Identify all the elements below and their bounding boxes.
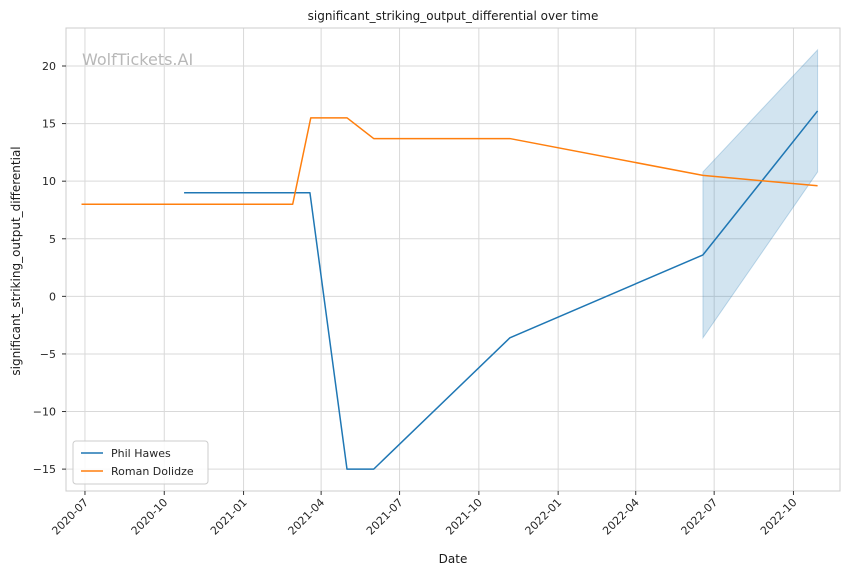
y-tick-label: −5 — [40, 348, 56, 361]
y-tick-label: −15 — [33, 463, 56, 476]
confidence-band-phil-hawes — [702, 48, 819, 340]
x-axis-label: Date — [439, 552, 468, 566]
legend-label-phil-hawes: Phil Hawes — [111, 447, 171, 460]
y-tick-label: 15 — [42, 118, 56, 131]
watermark: WolfTickets.AI — [82, 50, 193, 69]
y-axis-label: significant_striking_output_differential — [9, 146, 23, 375]
y-tick-label: 0 — [49, 290, 56, 303]
y-axis-ticks: 20 15 10 5 0 −5 −10 −15 — [33, 60, 66, 476]
y-tick-label: −10 — [33, 406, 56, 419]
y-tick-label: 20 — [42, 60, 56, 73]
legend: Phil Hawes Roman Dolidze — [72, 440, 209, 485]
legend-box — [72, 440, 209, 485]
grid — [66, 28, 840, 491]
y-tick-label: 5 — [49, 233, 56, 246]
plot-frame — [65, 27, 841, 492]
confidence-band-layer — [702, 48, 819, 340]
chart-title: significant_striking_output_differential… — [308, 9, 599, 23]
series-line-roman-dolidze — [81, 117, 818, 205]
y-tick-label: 10 — [42, 175, 56, 188]
series-line-phil-hawes — [184, 110, 819, 470]
series-layer — [81, 110, 819, 470]
legend-label-roman-dolidze: Roman Dolidze — [111, 465, 194, 478]
